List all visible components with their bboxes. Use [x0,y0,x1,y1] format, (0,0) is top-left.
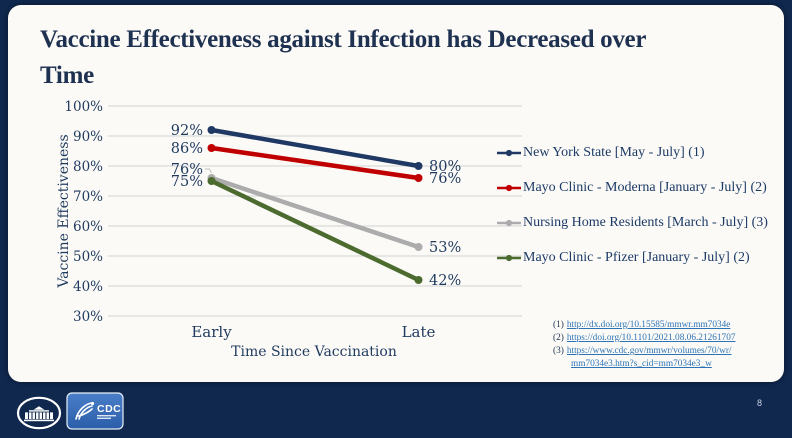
page-number: 8 [757,398,763,408]
legend-item-mayo-moderna: Mayo Clinic - Moderna [January - July] (… [496,179,767,196]
white-house-logo-icon [16,396,62,430]
cdc-logo-text: CDC [97,403,121,415]
page-title-line2: Time [40,62,94,89]
line-marker-icon [497,254,521,261]
citation-2-number: (2) [553,333,564,343]
page-title: Vaccine Effectiveness against Infection … [40,22,770,94]
citation-3-number: (3) [553,346,564,356]
line-marker-icon [497,149,521,156]
citation-link-2[interactable]: https://doi.org/10.1101/2021.08.06.21261… [566,333,736,343]
legend-label: Mayo Clinic - Moderna [January - July] (… [523,179,767,195]
citation-link-3[interactable]: https://www.cdc.gov/mmwr/volumes/70/wr/ [566,346,732,356]
line-marker-icon [497,219,521,226]
citation-1: (1) http://dx.doi.org/10.15585/mmwr.mm703… [553,319,785,332]
cdc-logo-icon: CDC [66,392,124,430]
citation-link-1[interactable]: http://dx.doi.org/10.15585/mmwr.mm7034e [566,320,731,330]
citation-link-3-continued[interactable]: mm7034e3.htm?s_cid=mm7034e3_w [571,359,712,369]
citation-1-number: (1) [553,320,564,330]
line-marker-icon [497,184,521,191]
legend-item-new-york-state: New York State [May - July] (1) [496,144,705,161]
legend-label: Nursing Home Residents [March - July] (3… [523,214,768,230]
legend-label: Mayo Clinic - Pfizer [January - July] (2… [523,249,750,265]
page-title-line1: Vaccine Effectiveness against Infection … [40,26,647,53]
legend-item-mayo-pfizer: Mayo Clinic - Pfizer [January - July] (2… [496,249,750,266]
legend-item-nursing-home: Nursing Home Residents [March - July] (3… [496,214,768,231]
citation-2: (2) https://doi.org/10.1101/2021.08.06.21… [553,332,785,345]
legend-label: New York State [May - July] (1) [523,144,705,160]
citations-block: (1) http://dx.doi.org/10.15585/mmwr.mm703… [553,319,785,371]
citation-3: (3) https://www.cdc.gov/mmwr/volumes/70/w… [553,345,785,358]
citation-3-wrap: mm7034e3.htm?s_cid=mm7034e3_w [553,358,785,371]
